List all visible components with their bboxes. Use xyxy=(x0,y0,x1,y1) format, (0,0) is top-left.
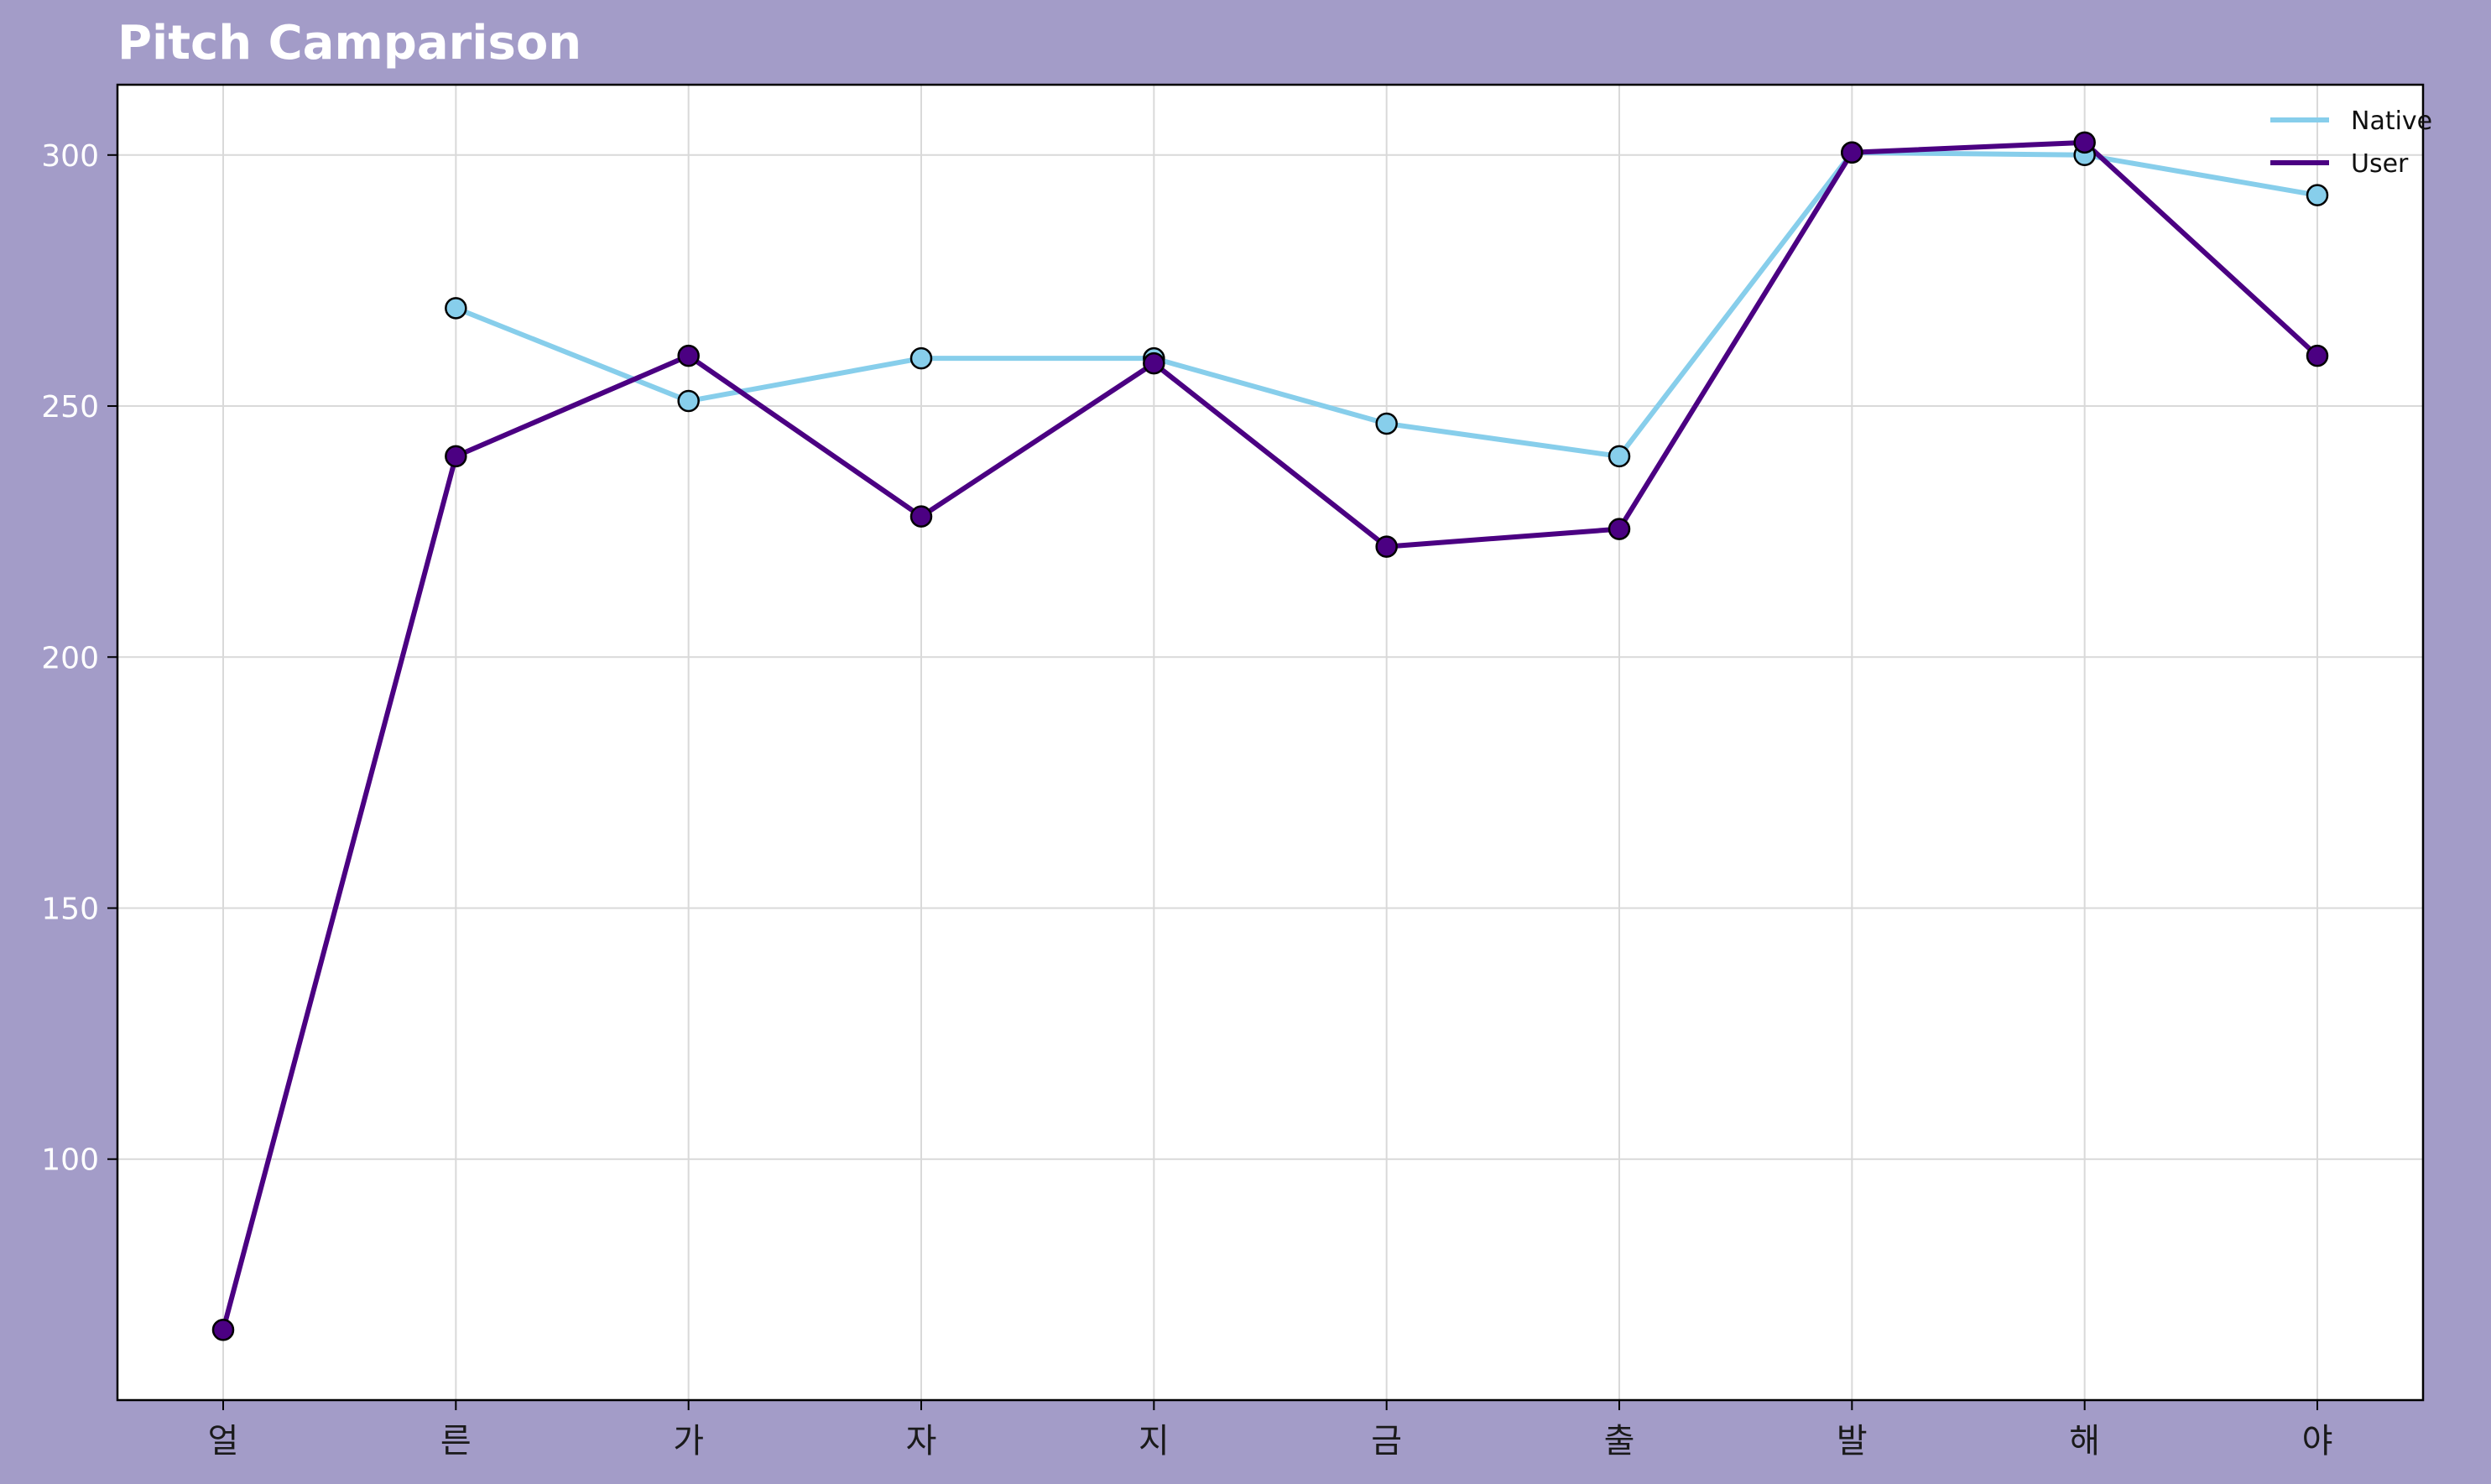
y-tick-label: 250 xyxy=(41,390,99,424)
data-point-user xyxy=(1608,518,1631,540)
data-point-user xyxy=(1375,535,1398,558)
x-tick-label: 해 xyxy=(2069,1422,2100,1461)
legend-label-user: User xyxy=(2351,149,2409,179)
x-tick-label: 얼 xyxy=(208,1422,239,1461)
series-layer xyxy=(211,131,2329,1341)
data-point-native xyxy=(1608,445,1631,468)
y-tick-label: 150 xyxy=(41,892,99,926)
legend-label-native: Native xyxy=(2351,107,2432,136)
x-tick-label: 출 xyxy=(1604,1422,1635,1461)
data-point-native xyxy=(2306,184,2329,206)
x-tick-label: 금 xyxy=(1371,1422,1402,1461)
data-point-user xyxy=(1841,141,1863,164)
y-tick-label: 200 xyxy=(41,641,99,675)
x-tick-label: 발 xyxy=(1837,1422,1868,1461)
data-point-native xyxy=(1375,412,1398,435)
series-line-user xyxy=(221,139,2320,1330)
plot-area xyxy=(117,85,2423,1400)
data-point-native xyxy=(909,346,933,370)
y-tick-label: 300 xyxy=(41,139,99,174)
plot-frame xyxy=(116,83,2425,1402)
x-tick-label: 지 xyxy=(1139,1422,1170,1461)
data-point-user xyxy=(445,445,467,468)
data-point-user xyxy=(2073,131,2096,154)
data-point-user xyxy=(211,1318,235,1341)
legend: Native User xyxy=(2270,107,2432,179)
chart-title: Pitch Camparison xyxy=(117,16,581,70)
x-tick-label: 가 xyxy=(673,1422,704,1461)
x-tick-label: 른 xyxy=(440,1422,472,1461)
data-point-native xyxy=(445,297,467,320)
x-tick-label: 야 xyxy=(2302,1422,2333,1461)
y-tick-label: 100 xyxy=(41,1143,99,1178)
data-point-user xyxy=(909,505,933,528)
data-point-user xyxy=(1143,351,1165,375)
axes: 얼 른 가 자 지 금 출 발 해 야 100 150 200 250 300 xyxy=(41,139,2332,1461)
data-point-user xyxy=(2306,344,2329,367)
x-tick-label: 자 xyxy=(906,1422,937,1461)
data-point-native xyxy=(677,389,700,413)
data-point-user xyxy=(677,344,700,367)
gridlines xyxy=(117,85,2423,1400)
